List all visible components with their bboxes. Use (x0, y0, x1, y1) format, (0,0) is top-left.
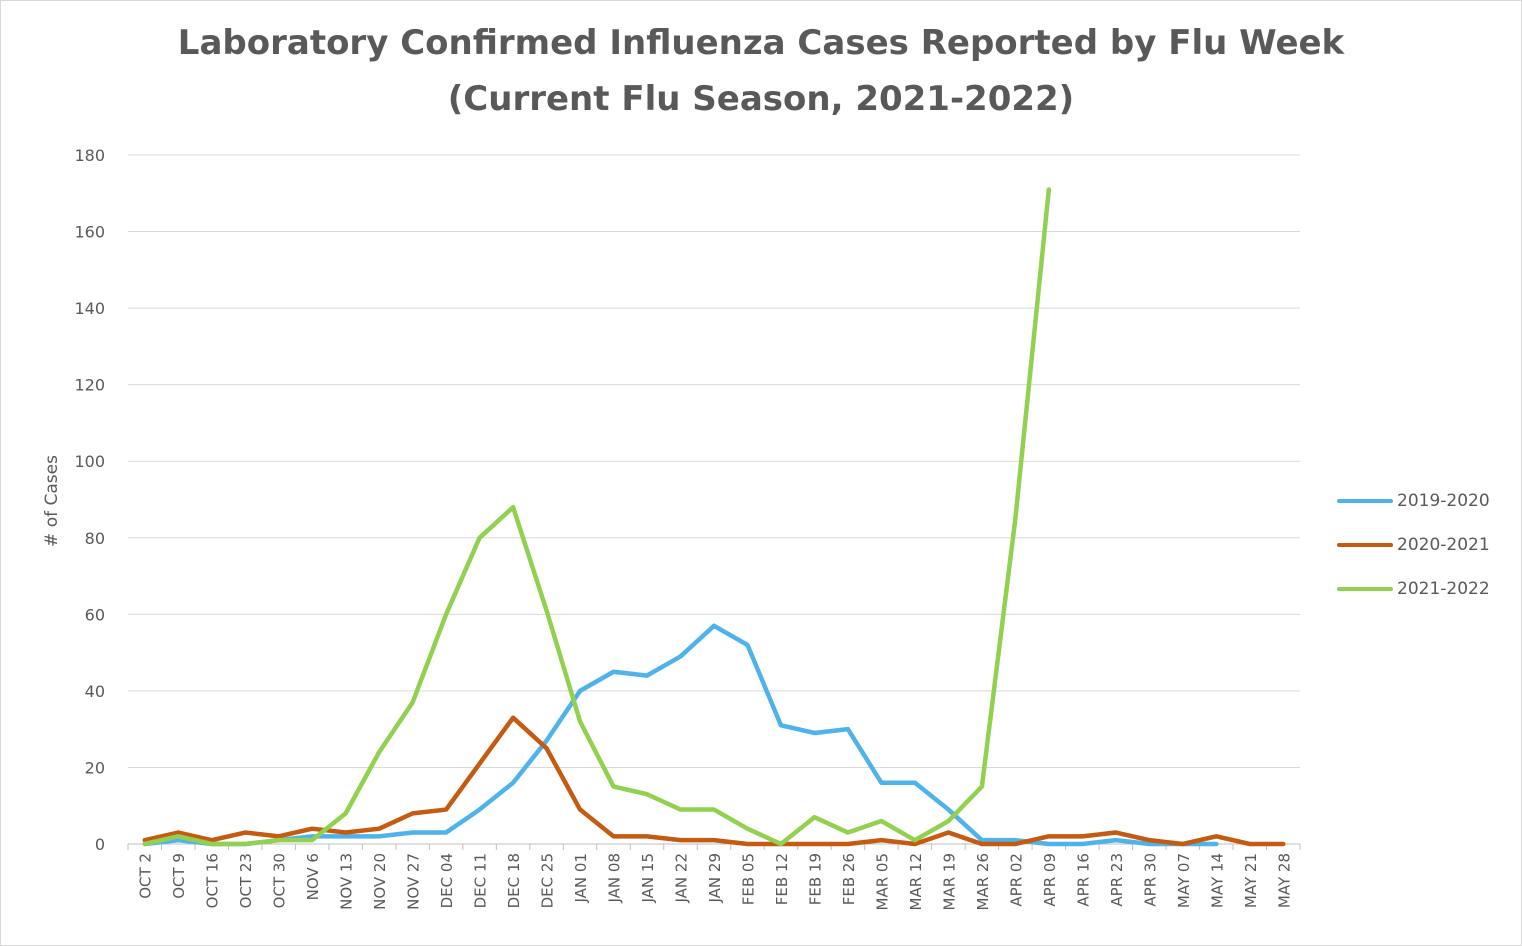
legend-swatch (1337, 499, 1393, 503)
x-tick-label: OCT 2 (137, 853, 155, 899)
x-tick-label: OCT 16 (204, 853, 222, 908)
x-tick-label: NOV 6 (304, 853, 322, 900)
chart-title: Laboratory Confirmed Influenza Cases Rep… (177, 23, 1345, 63)
x-tick-label: NOV 20 (371, 853, 389, 910)
legend-swatch (1337, 587, 1393, 591)
x-tick-label: MAR 05 (873, 853, 891, 910)
x-tick-label: DEC 18 (505, 853, 523, 908)
y-tick-label: 0 (95, 835, 105, 854)
y-axis-title: # of Cases (42, 455, 62, 547)
chart-title-block: Laboratory Confirmed Influenza Cases Rep… (1, 15, 1521, 127)
x-tick-label: JAN 29 (706, 853, 724, 904)
y-tick-label: 160 (74, 223, 105, 242)
x-tick-label: DEC 04 (438, 853, 456, 908)
x-tick-label: MAY 28 (1275, 853, 1293, 908)
x-tick-label: MAY 14 (1208, 853, 1226, 908)
series-line (142, 187, 1052, 847)
x-tick-label: MAY 21 (1242, 853, 1260, 908)
x-tick-label: OCT 30 (271, 853, 289, 908)
x-tick-label: FEB 26 (840, 853, 858, 905)
y-axis: 0 20 40 60 80 100 120 140 160 180 (74, 146, 105, 854)
x-tick-label: APR 16 (1074, 853, 1092, 907)
x-tick-label: NOV 27 (405, 853, 423, 910)
series-2020-2021 (142, 715, 1286, 847)
x-tick-label: NOV 13 (338, 853, 356, 910)
legend-item: 2019-2020 (1337, 479, 1517, 523)
chart-subtitle: (Current Flu Season, 2021-2022) (447, 79, 1075, 119)
x-tick-label: MAR 26 (974, 853, 992, 910)
x-tick-label: FEB 12 (773, 853, 791, 905)
legend-swatch (1337, 543, 1393, 547)
x-tick-label: MAR 12 (907, 853, 925, 910)
x-tick-label: APR 30 (1141, 853, 1159, 907)
x-tick-label: MAR 19 (940, 853, 958, 910)
series-2021-2022 (142, 187, 1052, 847)
y-tick-label: 120 (74, 376, 105, 395)
legend-item: 2021-2022 (1337, 567, 1517, 611)
x-axis: OCT 2 OCT 9 OCT 16 OCT 23 OCT 30 NOV 6 NOV 13 N… (127, 844, 1301, 910)
x-tick-label: FEB 19 (806, 853, 824, 905)
x-tick-label: MAY 07 (1175, 853, 1193, 908)
legend-item: 2020-2021 (1337, 523, 1517, 567)
y-tick-label: 20 (85, 758, 105, 777)
y-tick-label: 140 (74, 299, 105, 318)
x-tick-label: DEC 25 (539, 853, 557, 908)
x-tick-label: JAN 22 (673, 853, 691, 904)
x-tick-label: JAN 15 (639, 853, 657, 904)
legend-label: 2019-2020 (1397, 491, 1490, 511)
x-tick-label: APR 23 (1108, 853, 1126, 907)
legend-label: 2020-2021 (1397, 535, 1490, 555)
y-tick-label: 100 (74, 452, 105, 471)
y-tick-label: 40 (85, 682, 105, 701)
y-tick-label: 60 (85, 605, 105, 624)
series-line (142, 715, 1286, 847)
x-tick-label: APR 09 (1041, 853, 1059, 907)
x-tick-label: OCT 9 (170, 853, 188, 899)
gridlines (128, 154, 1300, 768)
y-tick-label: 180 (74, 146, 105, 165)
x-tick-label: JAN 08 (606, 853, 624, 904)
legend: 2019-2020 2020-2021 2021-2022 (1337, 479, 1517, 611)
x-tick-label: OCT 23 (237, 853, 255, 908)
x-tick-label: JAN 01 (572, 853, 590, 904)
x-tick-label: FEB 05 (739, 853, 757, 905)
x-tick-label: APR 02 (1007, 853, 1025, 907)
y-tick-label: 80 (85, 529, 105, 548)
x-tick-label: DEC 11 (472, 853, 490, 908)
legend-label: 2021-2022 (1397, 579, 1490, 599)
